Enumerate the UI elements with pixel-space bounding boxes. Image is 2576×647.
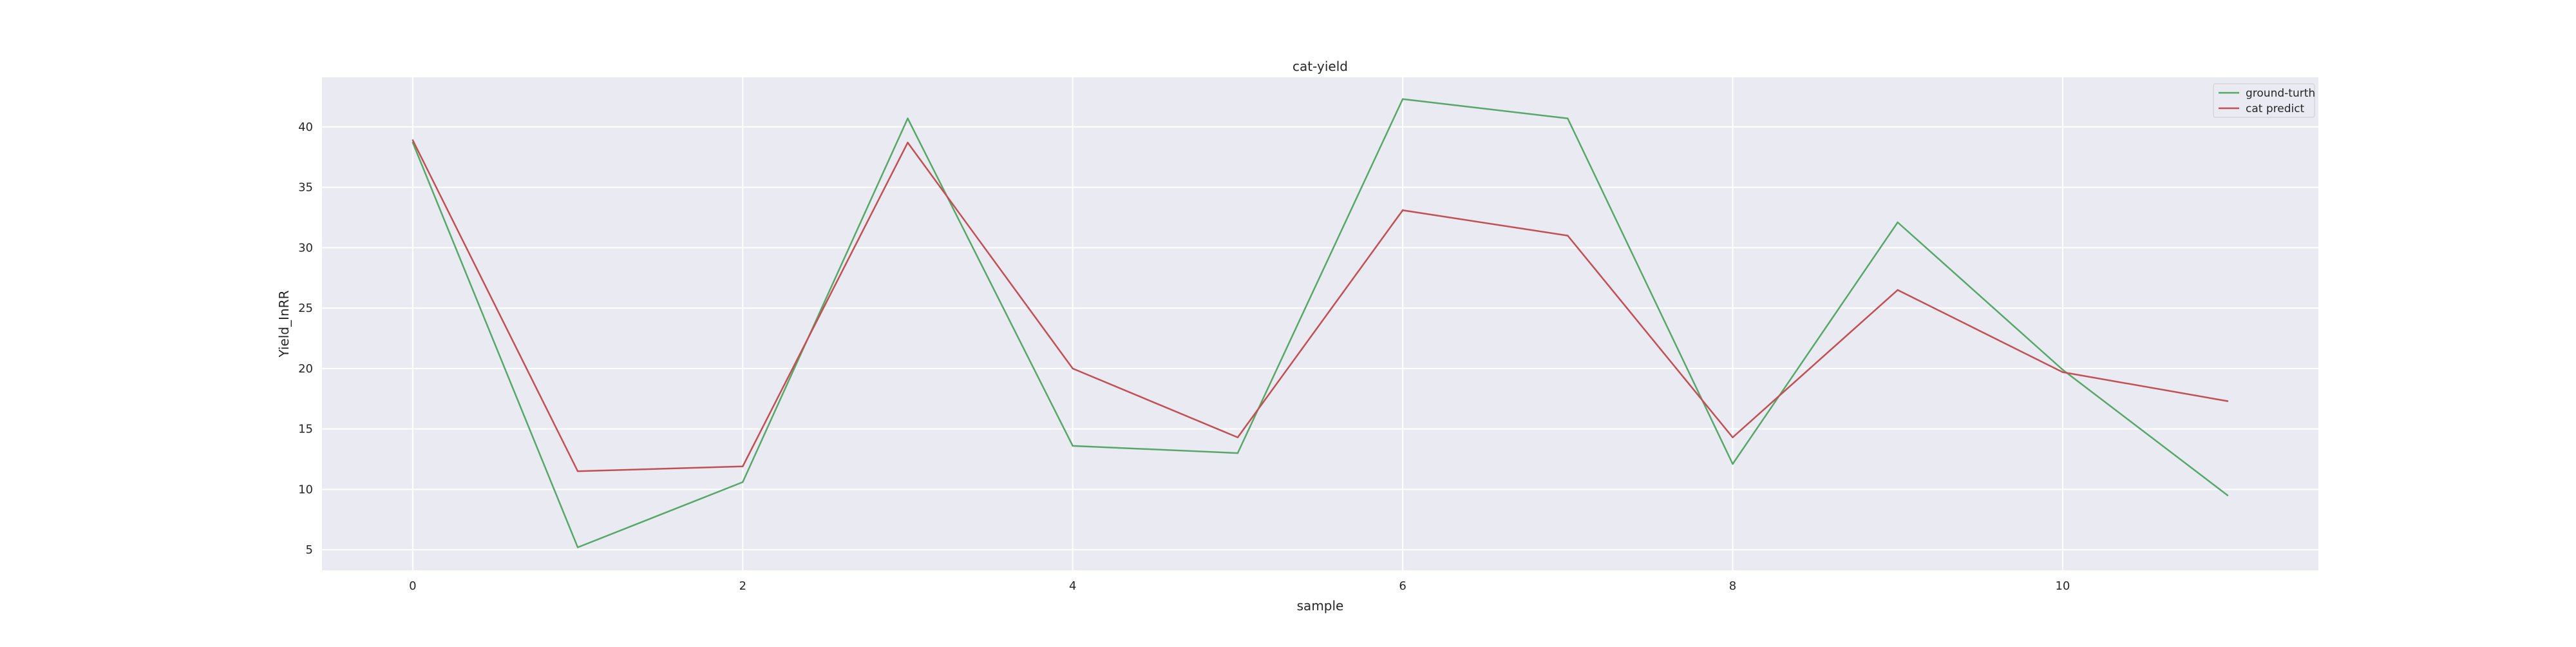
data-point bbox=[576, 470, 579, 472]
y-tick-label: 15 bbox=[298, 423, 313, 436]
data-point bbox=[576, 546, 579, 548]
chart-title: cat-yield bbox=[1293, 59, 1348, 74]
data-point bbox=[1072, 445, 1074, 447]
series-line-0 bbox=[412, 98, 2228, 548]
data-point bbox=[1897, 221, 1899, 224]
data-point bbox=[412, 139, 414, 141]
data-point bbox=[2226, 494, 2229, 496]
series-lines bbox=[412, 98, 2229, 548]
data-point bbox=[1401, 98, 1404, 100]
data-point bbox=[1236, 436, 1239, 438]
legend: ground-turth cat predict bbox=[2213, 83, 2315, 118]
x-tick-label: 4 bbox=[1069, 579, 1076, 593]
y-tick-label: 35 bbox=[298, 181, 313, 195]
data-point bbox=[2061, 371, 2064, 373]
data-point bbox=[1401, 209, 1404, 211]
y-tick-label: 10 bbox=[298, 483, 313, 496]
x-tick-label: 6 bbox=[1399, 579, 1406, 593]
x-tick-label: 0 bbox=[409, 579, 416, 593]
data-point bbox=[1897, 289, 1899, 291]
data-point bbox=[1732, 436, 1734, 438]
y-tick-label: 20 bbox=[298, 362, 313, 376]
data-point bbox=[2226, 400, 2229, 402]
data-point bbox=[742, 481, 744, 483]
grid-lines bbox=[322, 77, 2318, 570]
y-axis-label: Yield_InRR bbox=[276, 290, 292, 358]
legend-label: cat predict bbox=[2246, 102, 2305, 115]
y-tick-label: 30 bbox=[298, 241, 313, 255]
data-point bbox=[907, 117, 909, 119]
y-tick-label: 5 bbox=[306, 543, 313, 557]
x-tick-label: 8 bbox=[1729, 579, 1736, 593]
x-tick-label: 10 bbox=[2055, 579, 2070, 593]
data-point bbox=[907, 142, 909, 144]
x-tick-label: 2 bbox=[739, 579, 746, 593]
x-axis-ticks: 0 2 4 6 8 10 bbox=[409, 579, 2070, 593]
x-axis-label: sample bbox=[1297, 598, 1344, 613]
data-point bbox=[1072, 367, 1074, 370]
y-tick-label: 40 bbox=[298, 121, 313, 134]
data-point bbox=[1567, 235, 1569, 237]
data-point bbox=[742, 465, 744, 467]
y-tick-label: 25 bbox=[298, 302, 313, 315]
data-point bbox=[2061, 369, 2064, 371]
data-point bbox=[1236, 452, 1239, 454]
data-point bbox=[1567, 117, 1569, 119]
series-line-1 bbox=[412, 139, 2228, 472]
legend-label: ground-turth bbox=[2246, 87, 2315, 100]
data-point bbox=[1732, 463, 1734, 465]
y-axis-ticks: 5 10 15 20 25 30 35 40 bbox=[298, 121, 313, 557]
